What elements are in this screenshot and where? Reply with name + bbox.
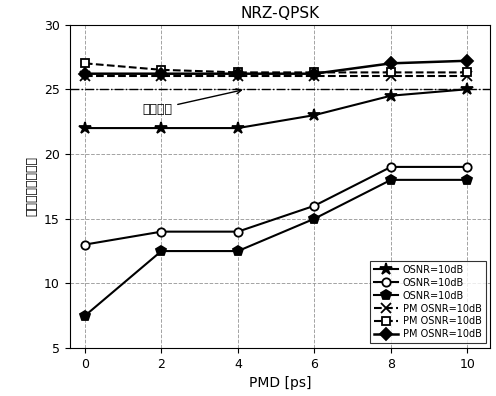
PM OSNR=10dB	[158, 71, 164, 76]
OSNR=10dB	[311, 204, 317, 208]
Title: NRZ-QPSK: NRZ-QPSK	[241, 6, 319, 21]
OSNR=10dB	[158, 126, 164, 130]
OSNR=10dB	[388, 93, 394, 98]
PM OSNR=10dB	[311, 71, 317, 76]
OSNR=10dB	[158, 249, 164, 253]
OSNR=10dB	[465, 87, 471, 91]
Line: PM OSNR=10dB: PM OSNR=10dB	[81, 59, 472, 76]
OSNR=10dB	[388, 177, 394, 182]
OSNR=10dB	[158, 229, 164, 234]
Legend: OSNR=10dB, OSNR=10dB, OSNR=10dB, PM OSNR=10dB, PM OSNR=10dB, PM OSNR=10dB: OSNR=10dB, OSNR=10dB, OSNR=10dB, PM OSNR…	[370, 261, 486, 343]
Text: 判决阈値: 判决阈値	[142, 89, 242, 116]
Y-axis label: 最大値横坐标位置: 最大値横坐标位置	[25, 156, 38, 216]
OSNR=10dB	[235, 126, 241, 130]
PM OSNR=10dB	[465, 70, 471, 75]
Line: OSNR=10dB: OSNR=10dB	[81, 163, 472, 249]
OSNR=10dB	[82, 126, 88, 130]
PM OSNR=10dB	[158, 74, 164, 79]
PM OSNR=10dB	[465, 58, 471, 63]
OSNR=10dB	[82, 242, 88, 247]
PM OSNR=10dB	[388, 61, 394, 66]
PM OSNR=10dB	[82, 71, 88, 76]
PM OSNR=10dB	[311, 70, 317, 75]
Line: PM OSNR=10dB: PM OSNR=10dB	[80, 71, 472, 81]
PM OSNR=10dB	[82, 74, 88, 79]
Line: OSNR=10dB: OSNR=10dB	[80, 175, 472, 321]
PM OSNR=10dB	[235, 70, 241, 75]
OSNR=10dB	[465, 164, 471, 169]
PM OSNR=10dB	[158, 67, 164, 72]
OSNR=10dB	[465, 177, 471, 182]
OSNR=10dB	[82, 313, 88, 318]
OSNR=10dB	[311, 113, 317, 118]
Line: PM OSNR=10dB: PM OSNR=10dB	[81, 57, 472, 78]
PM OSNR=10dB	[465, 74, 471, 79]
OSNR=10dB	[388, 164, 394, 169]
OSNR=10dB	[235, 249, 241, 253]
PM OSNR=10dB	[388, 74, 394, 79]
PM OSNR=10dB	[82, 61, 88, 66]
PM OSNR=10dB	[388, 70, 394, 75]
PM OSNR=10dB	[235, 71, 241, 76]
X-axis label: PMD [ps]: PMD [ps]	[249, 377, 311, 390]
PM OSNR=10dB	[235, 74, 241, 79]
PM OSNR=10dB	[311, 74, 317, 79]
OSNR=10dB	[235, 229, 241, 234]
OSNR=10dB	[311, 216, 317, 221]
Line: OSNR=10dB: OSNR=10dB	[78, 83, 474, 134]
